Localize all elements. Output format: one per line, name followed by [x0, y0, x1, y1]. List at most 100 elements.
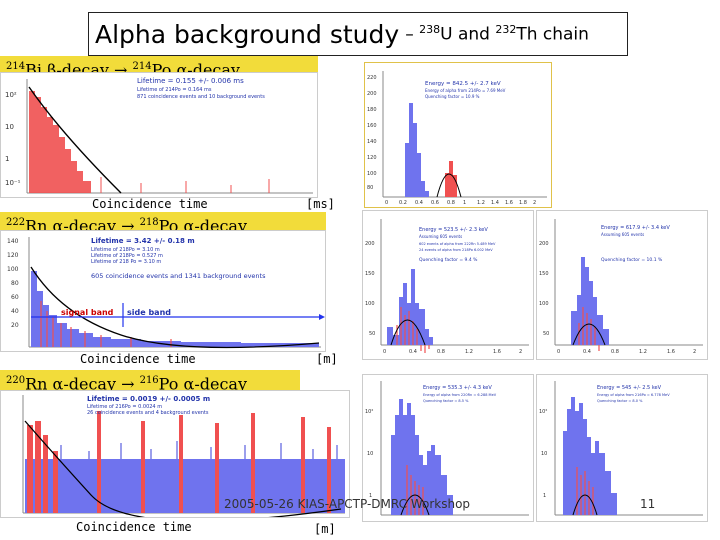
row2-stat-1: Lifetime of 218Po = 3.10 m	[91, 247, 160, 253]
row2-xunit: [m]	[316, 352, 338, 366]
row3-mass2: 216	[139, 375, 159, 386]
svg-text:10²: 10²	[539, 409, 547, 415]
row3-decay2: α-decay	[183, 374, 247, 394]
svg-text:0.4: 0.4	[409, 349, 417, 355]
svg-text:10: 10	[5, 123, 14, 131]
row3-energy-left-1: Energy of alpha from 220Rn = 6.288 MeV	[423, 393, 497, 397]
row3-energy-left-2: Quenching factor = 8.5 %	[423, 399, 469, 403]
row3-stat-0: Lifetime = 0.0019 +/- 0.0005 m	[87, 395, 210, 403]
svg-text:0.4: 0.4	[583, 349, 591, 355]
svg-text:200: 200	[539, 241, 549, 247]
row1-stat-1: Lifetime of 214Po = 0.164 ms	[137, 87, 212, 93]
svg-text:100: 100	[365, 301, 375, 307]
decay-label-row2: 222Rn α-decay → 218Po α-decay	[0, 212, 326, 235]
svg-text:1: 1	[5, 155, 9, 163]
row3-energy-left-0: Energy = 535.3 +/- 4.3 keV	[423, 385, 492, 391]
row2-energy-left-0: Energy = 523.5 +/- 2.3 keV	[419, 227, 488, 233]
energy-plot-row1: 220 200 180 160 140 120 100 80 0 0.2 0.4 0.6 0.8 1…	[364, 62, 552, 208]
svg-text:0.8: 0.8	[447, 200, 455, 206]
svg-text:200: 200	[367, 91, 377, 97]
svg-text:40: 40	[11, 308, 19, 315]
row1-energy-0: Energy = 842.5 +/- 2.7 keV	[425, 81, 501, 87]
svg-text:140: 140	[367, 139, 377, 145]
row1-mass2: 214	[132, 61, 152, 72]
svg-text:150: 150	[365, 271, 375, 277]
row2-energy-left-1: Assuming 605 events	[419, 234, 462, 239]
svg-text:0.2: 0.2	[399, 200, 407, 206]
svg-text:10⁻¹: 10⁻¹	[5, 179, 21, 187]
row3-element2: Po	[158, 374, 184, 394]
row3-energy-right-1: Energy of alpha from 216Po = 6.778 MeV	[597, 393, 670, 397]
svg-text:10²: 10²	[365, 409, 373, 415]
svg-text:1.6: 1.6	[505, 200, 513, 206]
svg-text:1: 1	[543, 493, 546, 499]
svg-text:120: 120	[367, 155, 377, 161]
svg-text:2: 2	[533, 200, 536, 206]
row2-events: 605 coincidence events and 1341 backgrou…	[91, 272, 266, 280]
row2-stat-2: Lifetime of 218Po = 0.527 m	[91, 253, 163, 259]
svg-text:80: 80	[11, 280, 19, 287]
svg-text:140: 140	[7, 238, 19, 245]
svg-text:220: 220	[367, 75, 377, 81]
svg-text:0: 0	[383, 349, 386, 355]
title-th-mass: 232	[495, 23, 517, 37]
title-u-mass: 238	[419, 23, 441, 37]
svg-text:50: 50	[369, 331, 375, 337]
page-number: 11	[640, 497, 656, 511]
row2-mass1: 222	[6, 217, 26, 228]
row3-xunit: [m]	[314, 522, 336, 536]
row1-mass1: 214	[6, 61, 26, 72]
row2-energy-right-0: Energy = 617.9 +/- 3.4 keV	[601, 225, 670, 231]
svg-text:80: 80	[367, 185, 373, 191]
row2-energy-left-4: Quenching factor = 9.4 %	[419, 257, 478, 263]
title-u: U and	[440, 24, 496, 45]
row1-stat-0: Lifetime = 0.155 +/- 0.006 ms	[137, 77, 244, 85]
svg-text:1: 1	[369, 493, 372, 499]
svg-text:2: 2	[693, 349, 696, 355]
decay-label-row3: 220Rn α-decay → 216Po α-decay	[0, 370, 300, 394]
title-tail: – 238U and 232Th chain	[399, 23, 589, 45]
svg-text:10: 10	[541, 451, 547, 457]
row2-energy-left-2: 602 events of alpha from 222Rn 5.489 MeV	[419, 242, 496, 246]
time-plot-row3: Lifetime = 0.0019 +/- 0.0005 m Lifetime …	[0, 390, 350, 522]
time-plot-row2: 140 120 100 80 60 40 20 signal band side band…	[0, 230, 326, 352]
svg-text:0.6: 0.6	[431, 200, 439, 206]
row3-arrow: →	[116, 374, 140, 394]
svg-text:0.8: 0.8	[611, 349, 619, 355]
svg-text:0.4: 0.4	[415, 200, 423, 206]
row3-stat-1: Lifetime of 216Po = 0.0024 m	[87, 404, 162, 410]
row2-energy-right-1: Assuming 605 events	[601, 232, 644, 237]
svg-text:100: 100	[7, 266, 19, 273]
row3-energy-right-2: Quenching factor = 8.0 %	[597, 399, 643, 403]
energy-plot-row2-right: 200 150 100 50 0 0.4 0.8 1.2 1.6 2 Energy = 617.…	[536, 210, 708, 360]
svg-text:1.2: 1.2	[465, 349, 473, 355]
row1-xlabel: Coincidence time	[92, 197, 208, 211]
row1-energy-2: Quenching factor = 10.9 %	[425, 94, 480, 99]
title-th: Th chain	[516, 24, 589, 45]
svg-text:120: 120	[7, 252, 19, 259]
svg-text:1.2: 1.2	[639, 349, 647, 355]
row1-xunit: [ms]	[306, 197, 335, 211]
row3-stat-2: 26 coincidence events and 4 background e…	[87, 410, 209, 416]
svg-text:50: 50	[543, 331, 549, 337]
svg-text:180: 180	[367, 107, 377, 113]
row1-stat-2: 871 coincidence events and 10 background…	[137, 94, 265, 100]
row3-decay1: α-decay	[52, 374, 116, 394]
energy-plot-row3-right: 10² 10 1 Energy = 545 +/- 2.5 keV Energy o…	[536, 374, 708, 522]
svg-text:0: 0	[385, 200, 388, 206]
slide-footer: 2005-05-26 KIAS-APCTP-DMRC Workshop	[224, 497, 471, 511]
svg-text:1: 1	[463, 200, 466, 206]
side-band-label: side band	[127, 308, 171, 317]
row2-stat-0: Lifetime = 3.42 +/- 0.18 m	[91, 237, 195, 245]
svg-text:1.2: 1.2	[477, 200, 485, 206]
svg-text:60: 60	[11, 294, 19, 301]
svg-text:10: 10	[367, 451, 373, 457]
slide-title: Alpha background study – 238U and 232Th …	[88, 12, 628, 56]
svg-text:1.6: 1.6	[667, 349, 675, 355]
row1-energy-1: Energy of alpha from 214Po = 7.69 MeV	[425, 88, 506, 93]
time-plot-row1: 10² 10 1 10⁻¹ Lifetime = 0.155 +/- 0.006…	[0, 72, 318, 198]
svg-text:150: 150	[539, 271, 549, 277]
svg-text:1.6: 1.6	[493, 349, 501, 355]
svg-text:100: 100	[539, 301, 549, 307]
svg-text:1.4: 1.4	[491, 200, 499, 206]
